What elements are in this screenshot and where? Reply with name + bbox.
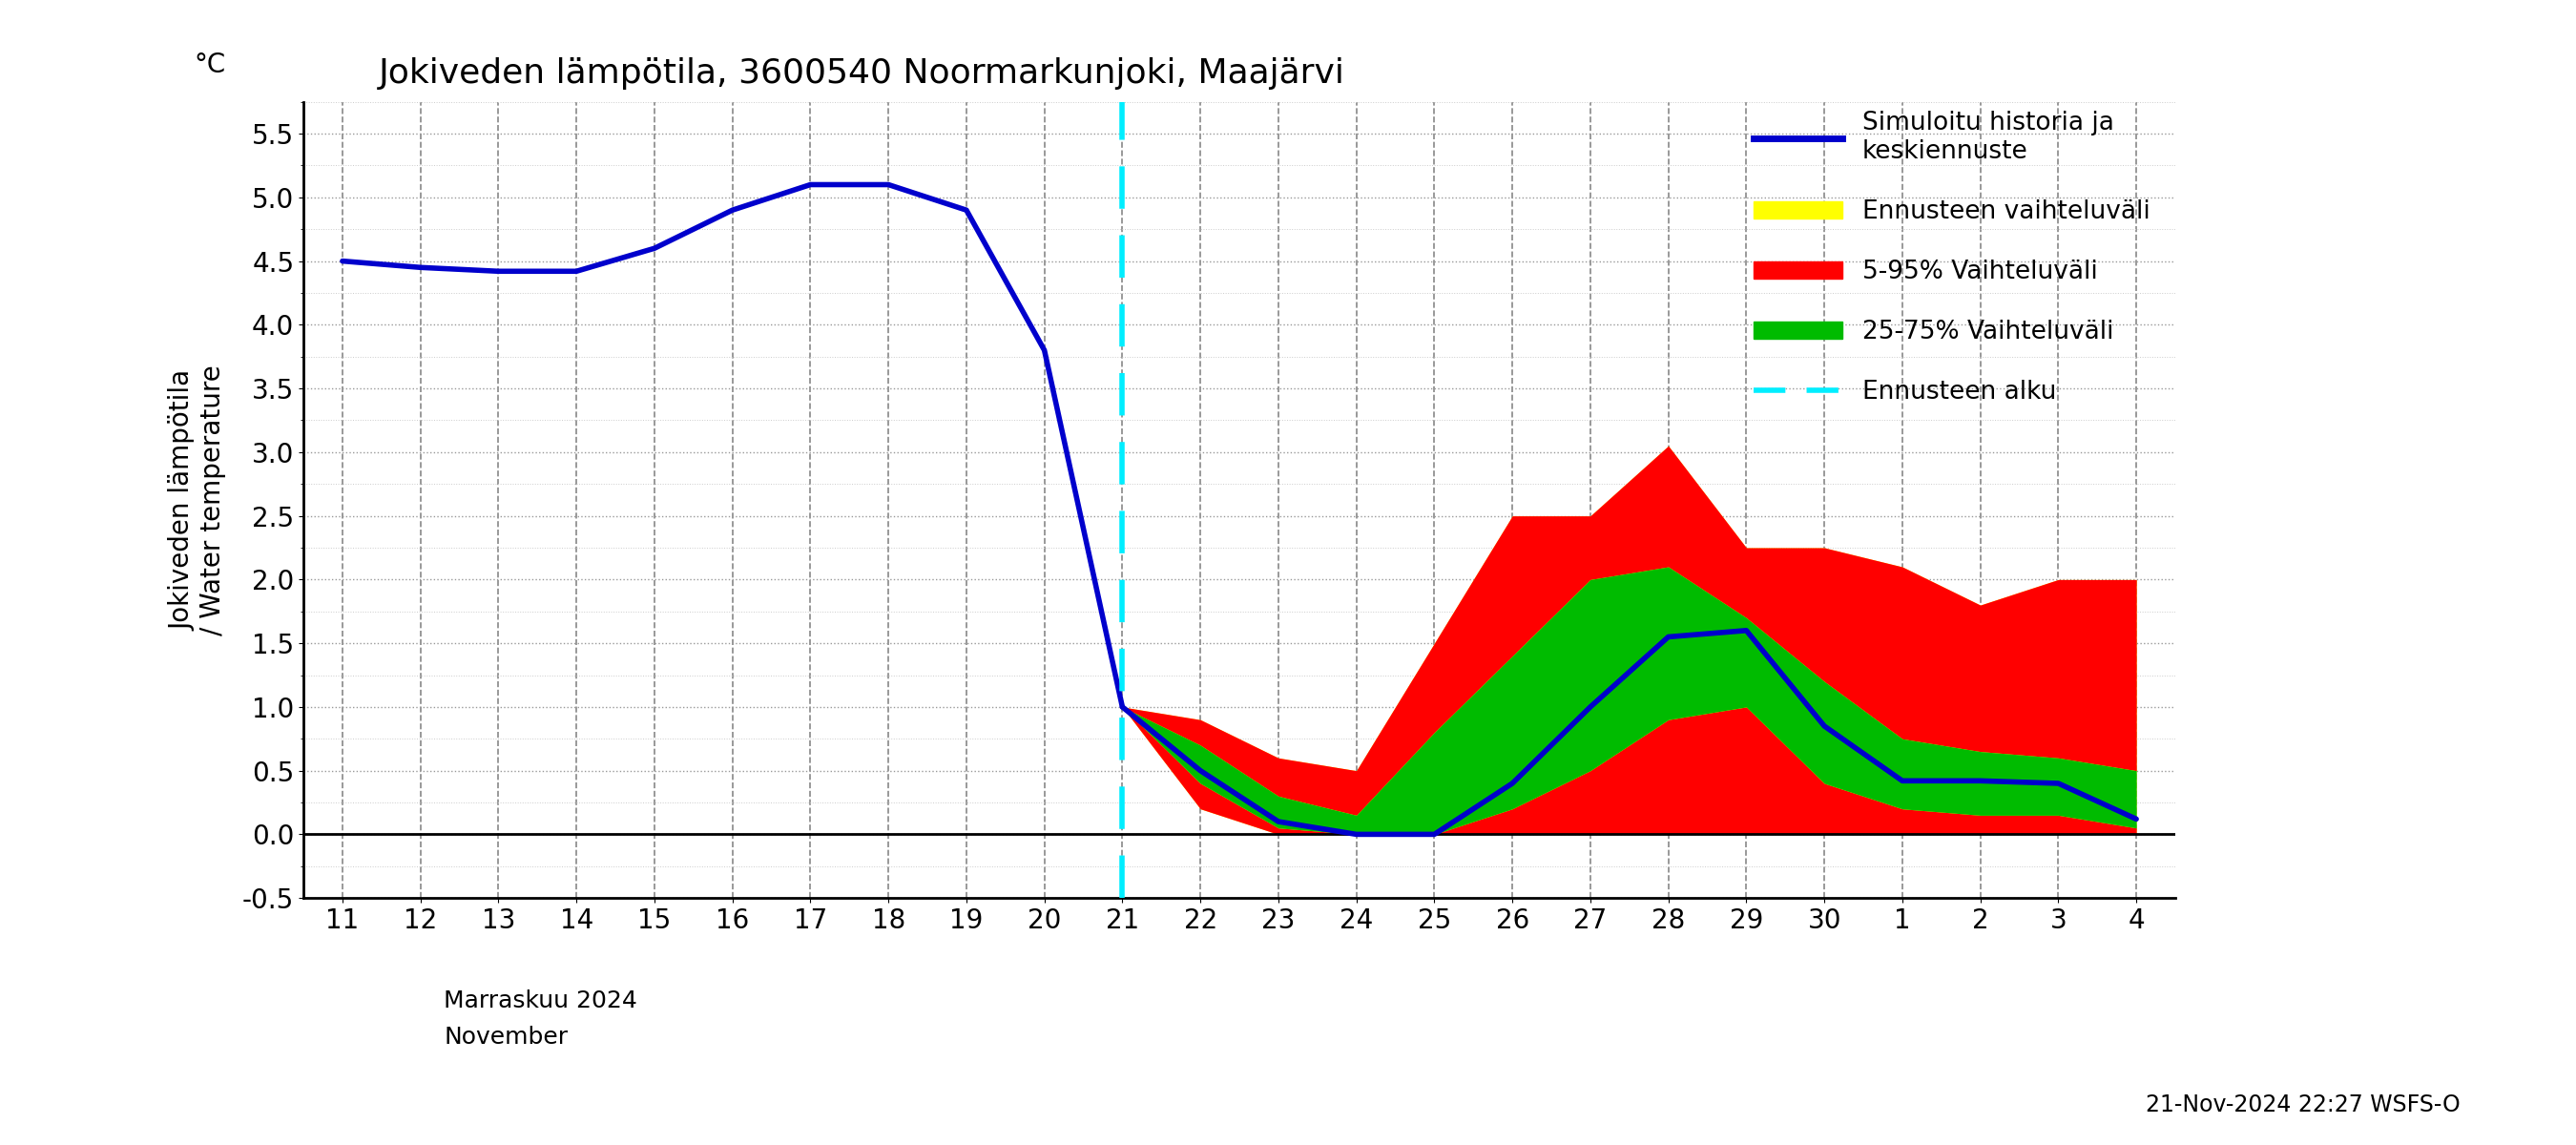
Y-axis label: Jokiveden lämpötila
/ Water temperature: Jokiveden lämpötila / Water temperature xyxy=(170,364,227,635)
Text: °C: °C xyxy=(193,52,227,78)
Legend: Simuloitu historia ja
keskiennuste, Ennusteen vaihteluväli, 5-95% Vaihteluväli, : Simuloitu historia ja keskiennuste, Ennu… xyxy=(1741,98,2164,417)
Text: 21-Nov-2024 22:27 WSFS-O: 21-Nov-2024 22:27 WSFS-O xyxy=(2146,1093,2460,1116)
Text: Marraskuu 2024: Marraskuu 2024 xyxy=(443,989,636,1012)
Text: Jokiveden lämpötila, 3600540 Noormarkunjoki, Maajärvi: Jokiveden lämpötila, 3600540 Noormarkunj… xyxy=(379,57,1345,90)
Text: November: November xyxy=(443,1026,567,1049)
